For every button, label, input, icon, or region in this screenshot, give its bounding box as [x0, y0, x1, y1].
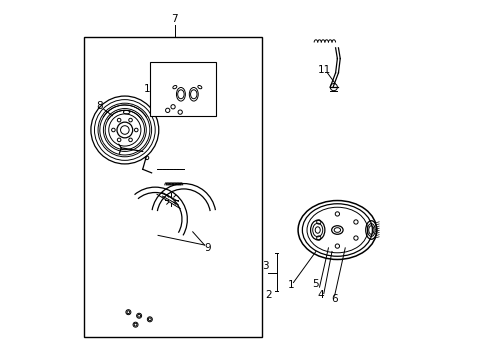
Text: 1: 1: [287, 280, 294, 290]
Text: 9: 9: [204, 243, 211, 253]
Text: 4: 4: [317, 291, 323, 300]
Bar: [83, 37, 262, 337]
Text: 2: 2: [264, 291, 271, 300]
Text: 5: 5: [312, 279, 319, 289]
Text: 10: 10: [143, 84, 157, 94]
Text: 11: 11: [318, 65, 331, 75]
Text: 8: 8: [96, 102, 102, 111]
Bar: [149, 62, 216, 116]
Text: 3: 3: [262, 261, 268, 271]
Text: 7: 7: [171, 14, 178, 23]
Text: 6: 6: [330, 294, 337, 303]
